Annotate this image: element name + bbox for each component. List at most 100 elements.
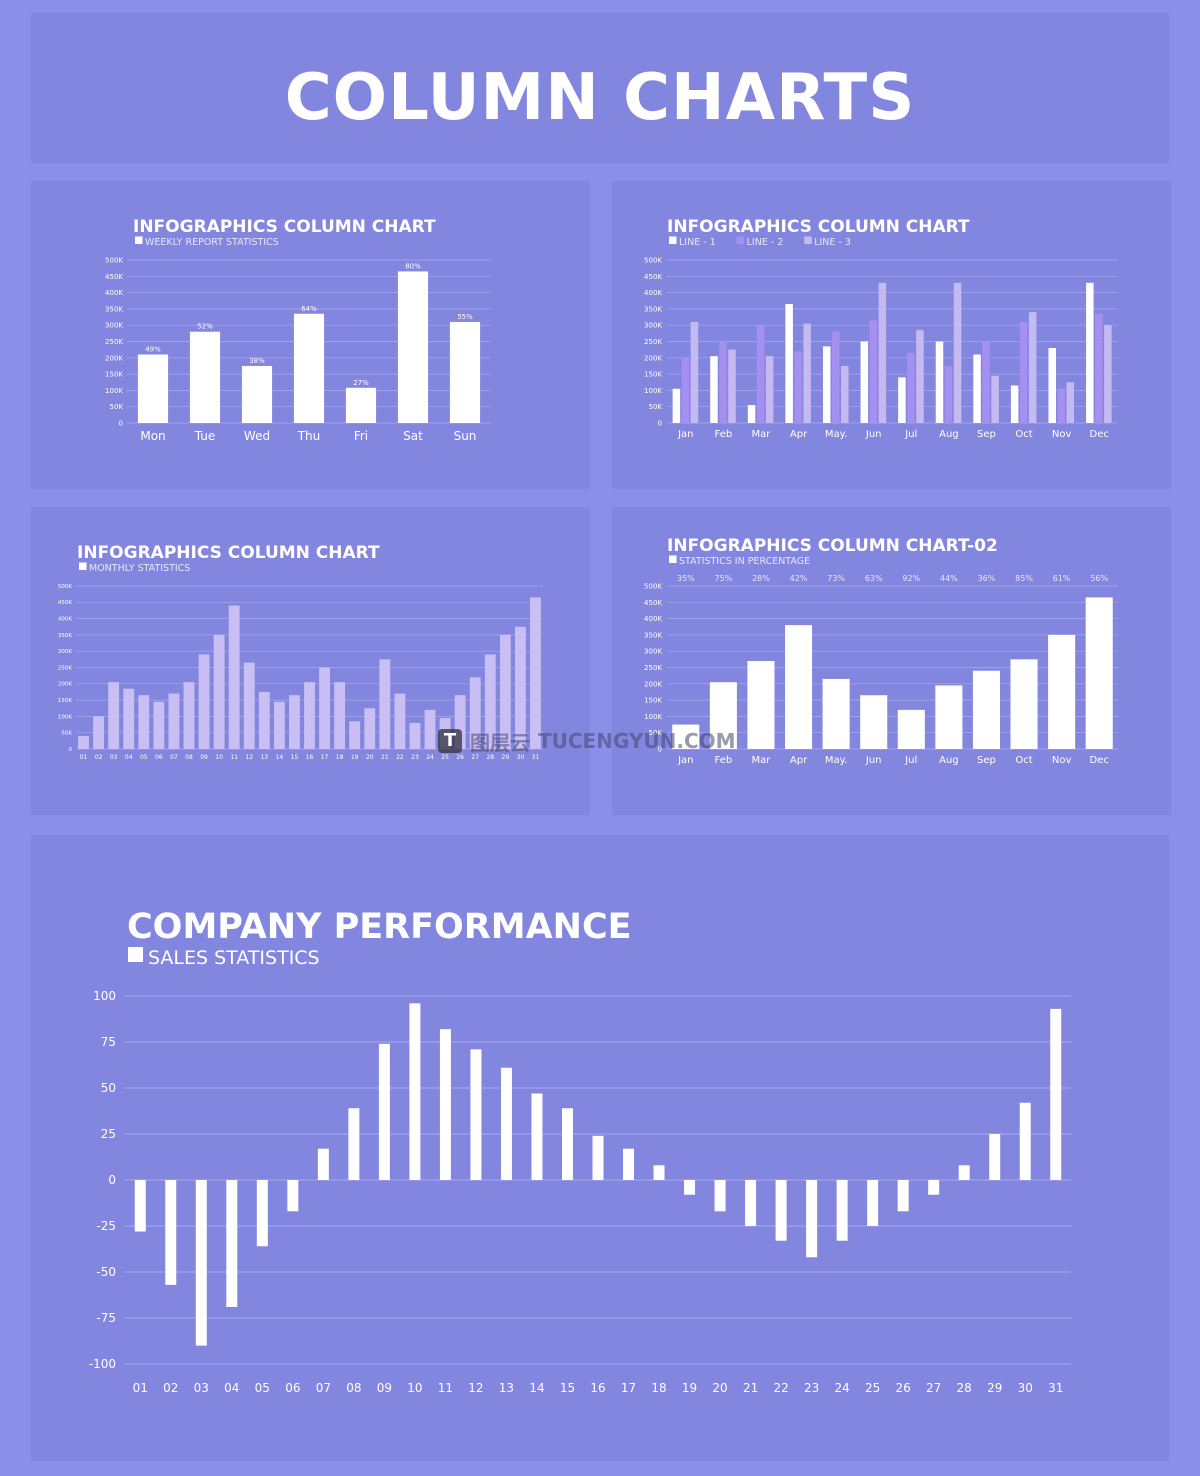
legend-label: SALES STATISTICS <box>148 947 320 969</box>
x-tick-label: Sep <box>977 755 996 766</box>
bar <box>822 678 850 749</box>
legend-swatch <box>79 562 87 570</box>
bar <box>958 1165 970 1180</box>
bar <box>728 349 736 423</box>
bar <box>623 1148 635 1180</box>
chart-title: INFOGRAPHICS COLUMN CHART-02 <box>667 536 998 556</box>
legend-swatch <box>128 947 143 962</box>
chart-title: INFOGRAPHICS COLUMN CHART <box>667 217 970 237</box>
x-tick-label: Wed <box>244 429 270 443</box>
x-tick-label: 09 <box>200 754 208 761</box>
x-tick-label: 05 <box>255 1381 270 1395</box>
y-tick-label: -75 <box>96 1311 116 1325</box>
bar <box>878 282 887 423</box>
watermark-text: TUCENGYUN.COM <box>538 729 736 753</box>
x-tick-label: 02 <box>95 754 103 761</box>
bar <box>424 709 436 749</box>
bar <box>348 1108 360 1180</box>
bar <box>530 597 541 749</box>
y-tick-label: 500K <box>644 256 662 264</box>
y-tick-label: -25 <box>96 1219 116 1233</box>
data-label: 44% <box>940 574 958 583</box>
bar <box>756 325 765 423</box>
watermark: T 图层云 TUCENGYUN.COM <box>438 728 736 755</box>
bar <box>709 682 737 749</box>
x-tick-label: 15 <box>560 1381 575 1395</box>
bar <box>982 341 990 423</box>
x-tick-label: 21 <box>743 1381 758 1395</box>
bar <box>243 662 255 749</box>
x-tick-label: 19 <box>682 1381 697 1395</box>
bar <box>953 282 962 423</box>
x-tick-label: 14 <box>276 754 284 761</box>
bar <box>364 708 376 749</box>
x-tick-label: 14 <box>529 1381 544 1395</box>
y-tick-label: 450K <box>105 273 123 281</box>
bar <box>378 1043 390 1180</box>
bar <box>561 1108 573 1180</box>
y-tick-label: 50K <box>649 403 663 411</box>
x-tick-label: May. <box>825 429 847 440</box>
bar <box>258 691 270 749</box>
y-tick-label: 250K <box>58 665 72 671</box>
y-tick-label: 400K <box>58 617 72 623</box>
x-tick-label: Dec <box>1090 755 1109 766</box>
y-tick-label: 250K <box>105 338 123 346</box>
data-label: 85% <box>1015 574 1033 583</box>
y-tick-label: -50 <box>96 1265 116 1279</box>
chart-title: INFOGRAPHICS COLUMN CHART <box>77 543 380 563</box>
x-tick-label: 03 <box>110 754 118 761</box>
data-label: 42% <box>790 574 808 583</box>
y-tick-label: 75 <box>101 1035 116 1049</box>
bar <box>1057 388 1066 423</box>
x-tick-label: Sat <box>403 429 423 443</box>
bar <box>273 701 285 749</box>
bar <box>1019 1102 1031 1180</box>
bar <box>898 377 906 423</box>
x-tick-label: 20 <box>366 754 374 761</box>
bar <box>317 1148 329 1180</box>
x-tick-label: 11 <box>438 1381 453 1395</box>
bar <box>803 323 811 423</box>
x-tick-label: 13 <box>499 1381 514 1395</box>
bar <box>991 375 999 423</box>
y-tick-label: 450K <box>644 273 662 281</box>
data-label: 52% <box>197 323 213 331</box>
bar <box>1066 382 1075 423</box>
bar <box>78 735 89 749</box>
bar <box>935 685 963 749</box>
y-tick-label: 100 <box>93 989 116 1003</box>
x-tick-label: 16 <box>590 1381 605 1395</box>
x-tick-label: Thu <box>297 429 321 443</box>
x-tick-label: 29 <box>987 1381 1002 1395</box>
bar <box>531 1093 543 1180</box>
x-tick-label: Mar <box>752 755 772 766</box>
data-label: 64% <box>301 305 317 313</box>
bar <box>304 682 315 749</box>
y-tick-label: 150K <box>58 698 72 704</box>
header-banner: COLUMN CHARTS <box>31 13 1169 163</box>
bar <box>1085 597 1113 749</box>
y-tick-label: 350K <box>105 305 123 313</box>
data-label: 28% <box>752 574 770 583</box>
x-tick-label: Sun <box>454 429 477 443</box>
bar <box>137 354 169 423</box>
x-tick-label: 26 <box>456 754 464 761</box>
bar <box>1010 659 1038 749</box>
y-tick-label: 500K <box>58 584 72 590</box>
x-tick-label: 07 <box>316 1381 331 1395</box>
x-tick-label: 07 <box>170 754 178 761</box>
x-tick-label: Nov <box>1052 755 1072 766</box>
y-tick-label: 150K <box>644 371 662 379</box>
data-label: 27% <box>353 379 369 387</box>
data-label: 63% <box>865 574 883 583</box>
bar <box>710 356 718 423</box>
x-tick-label: 18 <box>651 1381 666 1395</box>
bar <box>500 1067 512 1180</box>
y-tick-label: 400K <box>644 289 662 297</box>
bar <box>836 1180 848 1241</box>
y-tick-label: 0 <box>658 419 662 427</box>
bar <box>514 626 526 749</box>
bar <box>1095 313 1103 423</box>
